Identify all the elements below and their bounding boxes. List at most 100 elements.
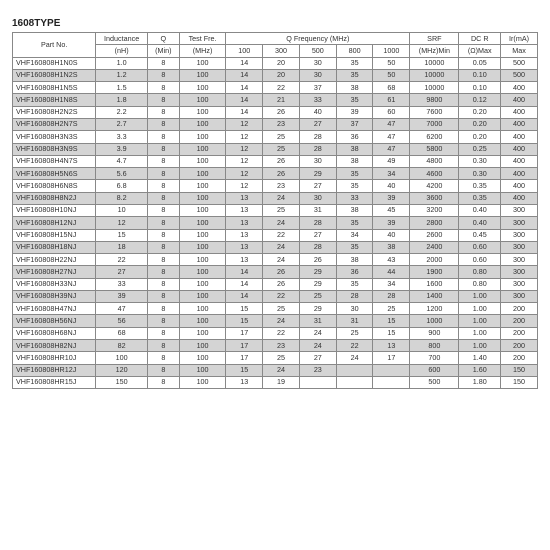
cell-value: 35 [336,94,373,106]
cell-value: 13 [226,217,263,229]
cell-value: 8 [147,303,179,315]
cell-value: 60 [373,106,410,118]
cell-value: 27 [299,352,336,364]
cell-value: 47 [96,303,148,315]
cell-value: 14 [226,278,263,290]
cell-value: 0.30 [459,168,501,180]
cell-value: 37 [336,118,373,130]
cell-value: 100 [179,266,226,278]
cell-value: 12 [226,131,263,143]
cell-value: 0.40 [459,217,501,229]
table-row: VHF160808H1N5S1.581001422373868100000.10… [13,82,538,94]
cell-value: 50 [373,69,410,81]
cell-value: 0.20 [459,106,501,118]
cell-value: 10000 [410,69,459,81]
cell-value: 30 [336,303,373,315]
cell-value: 500 [501,57,538,69]
col-srf-bot: (MHz)Min [410,45,459,57]
cell-value: 0.45 [459,229,501,241]
cell-value: 38 [373,241,410,253]
cell-value: 26 [263,106,300,118]
cell-value: 500 [410,376,459,388]
cell-value: 27 [299,180,336,192]
cell-value: 68 [96,327,148,339]
cell-value: 25 [299,290,336,302]
cell-value: 0.05 [459,57,501,69]
cell-value: 35 [336,241,373,253]
table-row: VHF160808HR15J150810013195001.80150 [13,376,538,388]
table-title: 1608TYPE [12,18,538,29]
cell-value [336,376,373,388]
cell-value: 28 [299,131,336,143]
cell-value: 8 [147,155,179,167]
cell-value: 100 [179,327,226,339]
cell-partno: VHF160808H27NJ [13,266,96,278]
cell-value: 13 [226,254,263,266]
cell-value: 38 [336,143,373,155]
cell-value: 36 [336,266,373,278]
cell-partno: VHF160808HR12J [13,364,96,376]
table-row: VHF160808H68NJ68810017222425159001.00200 [13,327,538,339]
cell-value: 8 [147,290,179,302]
cell-value: 100 [179,278,226,290]
table-row: VHF160808H12NJ128100132428353928000.4030… [13,217,538,229]
cell-value: 3200 [410,204,459,216]
cell-value: 5800 [410,143,459,155]
cell-value: 30 [299,155,336,167]
cell-value: 14 [226,106,263,118]
cell-value: 8 [147,364,179,376]
cell-value: 4800 [410,155,459,167]
cell-value: 8 [147,82,179,94]
col-q-bot: (Min) [147,45,179,57]
cell-value: 26 [263,266,300,278]
cell-value: 300 [501,217,538,229]
cell-value: 1.2 [96,69,148,81]
cell-value: 40 [299,106,336,118]
col-ir-bot: Max [501,45,538,57]
cell-value: 30 [299,57,336,69]
cell-value: 0.35 [459,192,501,204]
cell-value: 17 [226,352,263,364]
cell-value: 0.40 [459,204,501,216]
cell-value: 24 [263,364,300,376]
cell-value: 28 [373,290,410,302]
cell-value: 13 [373,340,410,352]
cell-value: 13 [226,229,263,241]
cell-value: 150 [501,364,538,376]
cell-value: 8 [147,241,179,253]
cell-value: 35 [336,180,373,192]
cell-value: 150 [501,376,538,388]
table-row: VHF160808HR12J12081001524236001.60150 [13,364,538,376]
cell-value: 47 [373,118,410,130]
cell-value: 8.2 [96,192,148,204]
cell-value: 100 [179,290,226,302]
col-qf-0: 100 [226,45,263,57]
cell-value: 12 [226,168,263,180]
cell-value: 23 [263,180,300,192]
cell-value: 1900 [410,266,459,278]
cell-value: 17 [373,352,410,364]
cell-value: 300 [501,266,538,278]
cell-partno: VHF160808H18NJ [13,241,96,253]
cell-value: 8 [147,69,179,81]
cell-partno: VHF160808HR15J [13,376,96,388]
cell-value: 27 [299,118,336,130]
cell-value: 14 [226,69,263,81]
cell-value: 1.40 [459,352,501,364]
cell-value: 2.2 [96,106,148,118]
cell-value: 100 [179,315,226,327]
table-row: VHF160808H47NJ478100152529302512001.0020… [13,303,538,315]
cell-value: 34 [373,278,410,290]
cell-value: 15 [373,315,410,327]
cell-value: 17 [226,340,263,352]
cell-value: 24 [263,192,300,204]
cell-value: 100 [179,118,226,130]
cell-value: 8 [147,254,179,266]
cell-value: 900 [410,327,459,339]
cell-value: 24 [299,340,336,352]
cell-value: 40 [373,229,410,241]
cell-partno: VHF160808H6N8S [13,180,96,192]
cell-value: 400 [501,168,538,180]
cell-value: 400 [501,155,538,167]
cell-value: 8 [147,192,179,204]
